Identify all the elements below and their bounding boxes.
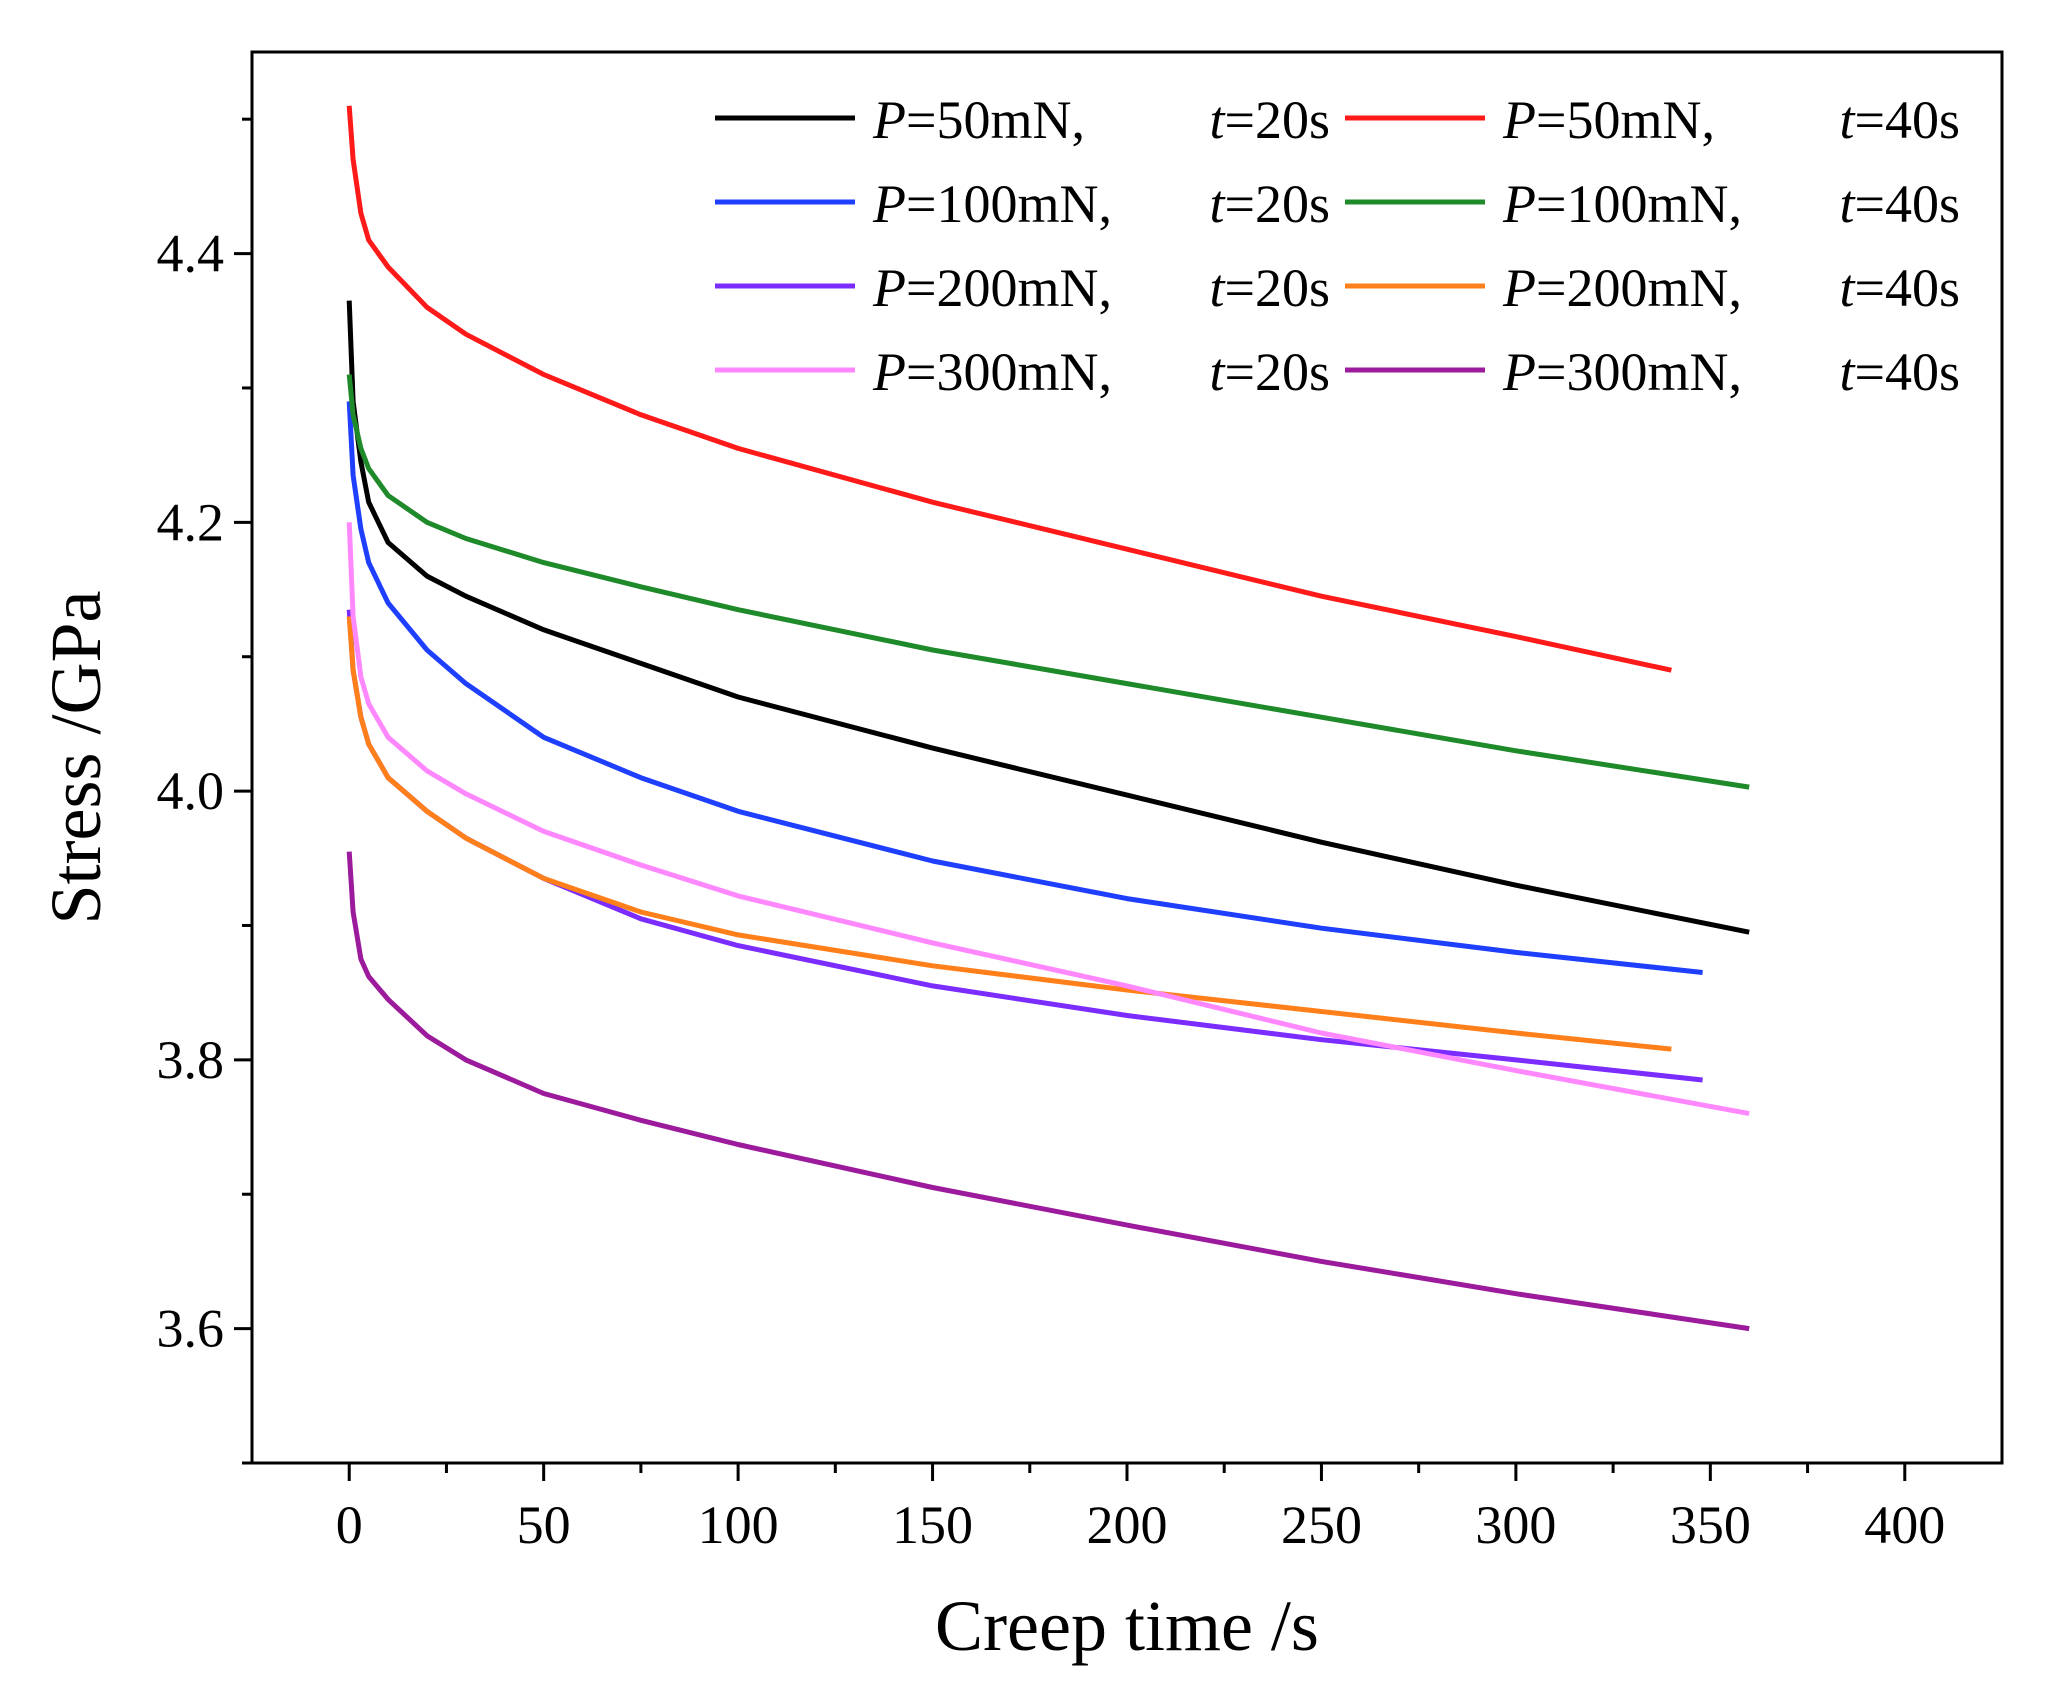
x-axis: 0 50 100 150 200 250 300 350 400 (336, 1463, 1945, 1555)
x-tick-label: 300 (1475, 1495, 1556, 1555)
x-axis-title: Creep time /s (935, 1586, 1319, 1666)
x-tick-label: 100 (698, 1495, 779, 1555)
legend-entry-6: P=200mN, (1502, 258, 1742, 318)
x-tick-label: 200 (1087, 1495, 1168, 1555)
y-tick-label: 4.4 (157, 224, 225, 284)
legend-time-1: t=20s (1210, 90, 1330, 150)
legend-time-3: t=20s (1210, 174, 1330, 234)
legend-time-6: t=40s (1840, 258, 1960, 318)
y-axis-title: Stress /GPa (36, 590, 116, 924)
x-tick-label: 150 (892, 1495, 973, 1555)
legend-entry-4: P=100mN, (1502, 174, 1742, 234)
series-line-4 (346, 374, 1750, 790)
legend: P=50mN, t=20s P=50mN, t=40s P=100mN, t=20s P=1… (715, 90, 1960, 402)
y-tick-label: 3.8 (157, 1030, 225, 1090)
series-line-6 (346, 616, 1672, 1052)
legend-time-2: t=40s (1840, 90, 1960, 150)
x-tick-label: 250 (1281, 1495, 1362, 1555)
legend-entry-7: P=300mN, (872, 342, 1112, 402)
x-tick-label: 50 (517, 1495, 571, 1555)
legend-time-8: t=40s (1840, 342, 1960, 402)
y-axis: 3.6 3.8 4.0 4.2 4.4 (157, 117, 252, 1465)
legend-entry-2: P=50mN, (1502, 90, 1715, 150)
legend-time-4: t=40s (1840, 174, 1960, 234)
legend-entry-1: P=50mN, (872, 90, 1085, 150)
legend-time-5: t=20s (1210, 258, 1330, 318)
y-tick-label: 4.0 (157, 761, 225, 821)
legend-entry-3: P=100mN, (872, 174, 1112, 234)
y-tick-label: 3.6 (157, 1299, 225, 1359)
x-tick-label: 350 (1670, 1495, 1751, 1555)
series-line-1 (346, 300, 1750, 935)
x-tick-label: 0 (336, 1495, 363, 1555)
legend-entry-8: P=300mN, (1502, 342, 1742, 402)
series-layer (346, 105, 1750, 1332)
y-tick-label: 4.2 (157, 492, 225, 552)
series-line-3 (346, 401, 1703, 975)
legend-time-7: t=20s (1210, 342, 1330, 402)
series-line-2 (346, 105, 1672, 673)
series-line-8 (346, 851, 1750, 1332)
x-tick-label: 400 (1864, 1495, 1945, 1555)
legend-entry-5: P=200mN, (872, 258, 1112, 318)
series-line-7 (346, 522, 1750, 1117)
